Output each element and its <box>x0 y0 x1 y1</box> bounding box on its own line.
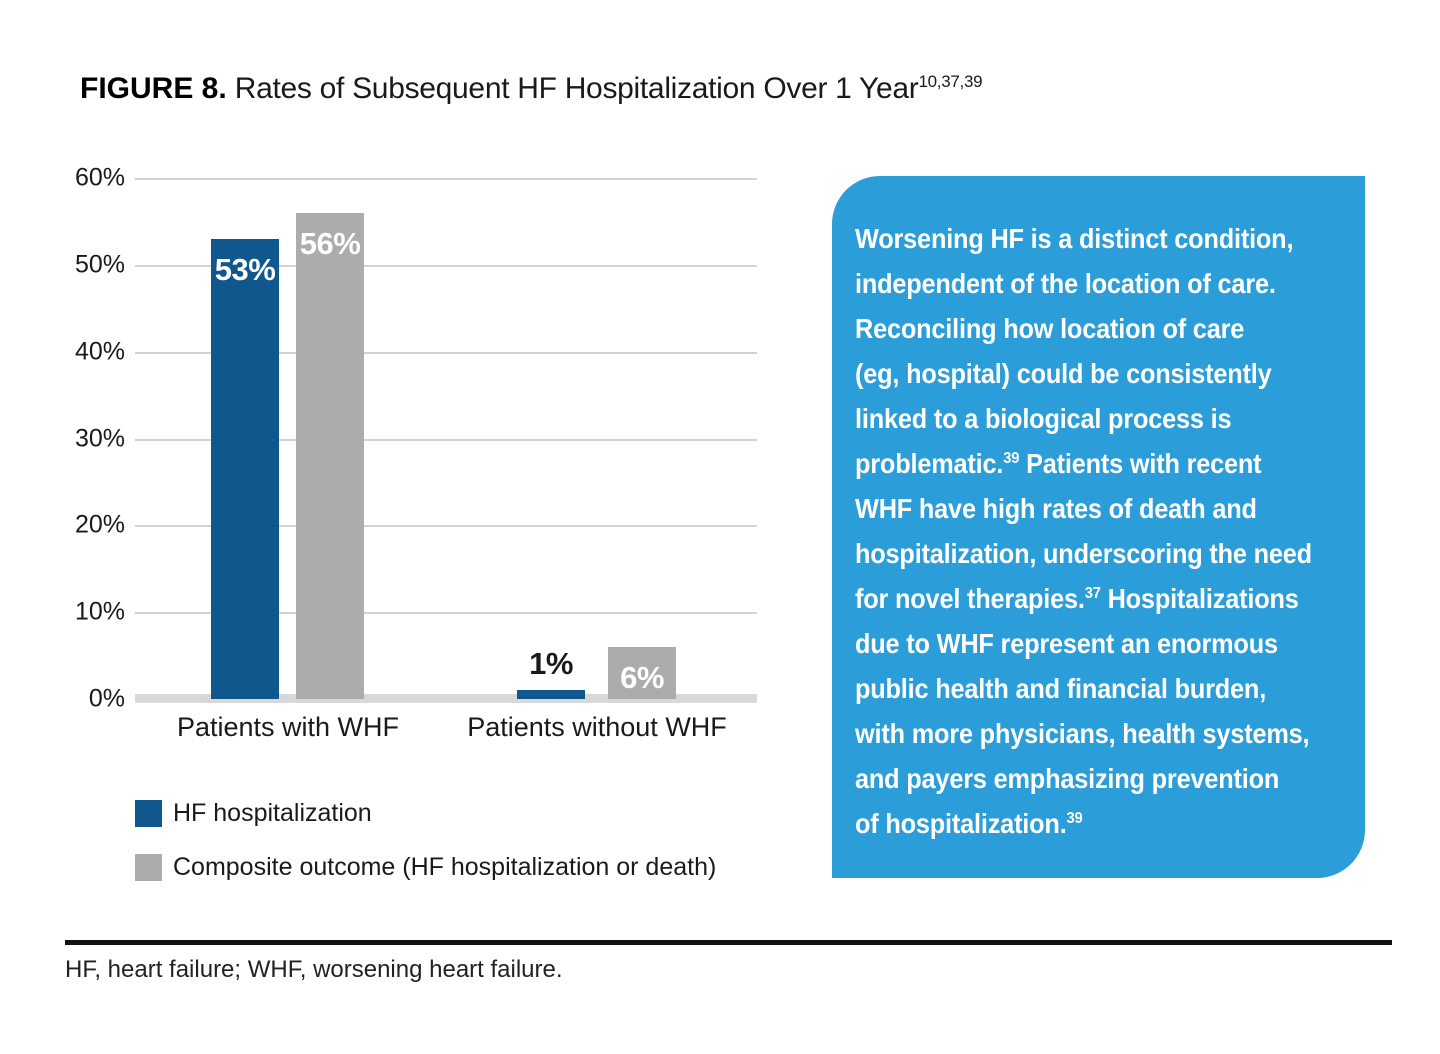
callout-line: WHF have high rates of death and <box>855 493 1257 524</box>
callout-box: Worsening HF is a distinct condition, ind… <box>832 176 1365 878</box>
legend-swatch <box>135 854 162 881</box>
category-label: Patients with WHF <box>176 712 400 742</box>
y-axis-tick-label: 0% <box>88 684 125 713</box>
gridline <box>135 438 757 441</box>
callout-line: independent of the location of care. <box>855 268 1276 299</box>
legend-item: HF hospitalization <box>135 799 372 828</box>
callout-line: public health and financial burden, <box>855 673 1267 704</box>
callout-line: (eg, hospital) could be consistently <box>855 358 1272 389</box>
footnote-divider <box>65 940 1392 945</box>
callout-line: and payers emphasizing prevention <box>855 763 1280 794</box>
bar-value-label: 53% <box>214 251 276 287</box>
y-axis-tick-label: 60% <box>74 163 125 192</box>
legend-swatch <box>135 800 162 827</box>
callout-reference-superscript: 39 <box>1003 449 1020 467</box>
gridline <box>135 264 757 267</box>
legend-item: Composite outcome (HF hospitalization or… <box>135 853 716 882</box>
callout-reference-superscript: 39 <box>1066 809 1083 827</box>
callout-line: with more physicians, health systems, <box>855 718 1310 749</box>
gridline <box>135 178 757 180</box>
bar <box>517 690 585 699</box>
gridline <box>135 351 757 354</box>
bar <box>608 646 676 699</box>
legend-label: Composite outcome (HF hospitalization or… <box>173 853 717 881</box>
legend-label: HF hospitalization <box>173 799 372 827</box>
y-axis-tick-label: 40% <box>74 337 125 366</box>
y-axis-tick-label: 50% <box>74 250 125 279</box>
y-axis-tick-label: 20% <box>74 510 125 539</box>
callout-line: of hospitalization.39 <box>855 808 1083 839</box>
y-axis-tick-label: 30% <box>74 424 125 452</box>
figure-title: FIGURE 8. Rates of Subsequent HF Hospita… <box>80 72 983 106</box>
callout-line: Reconciling how location of care <box>855 313 1245 344</box>
bar-value-label: 1% <box>529 646 573 682</box>
bar <box>296 212 364 699</box>
gridline <box>135 525 757 528</box>
callout-line: for novel therapies.37 Hospitalizations <box>855 583 1299 614</box>
callout-line: due to WHF represent an enormous <box>855 628 1278 659</box>
bar-value-label: 56% <box>299 225 361 261</box>
x-axis-baseline <box>135 694 757 703</box>
callout-reference-superscript: 37 <box>1084 584 1101 602</box>
y-axis-tick-label: 10% <box>74 597 125 626</box>
callout-line: problematic.39 Patients with recent <box>855 448 1262 479</box>
gridline <box>135 612 757 615</box>
figure-title-references: 10,37,39 <box>918 72 983 91</box>
bar <box>211 238 279 699</box>
bar-value-label: 6% <box>620 659 664 695</box>
figure-number-label: FIGURE 8. <box>80 72 227 105</box>
callout-text: Worsening HF is a distinct condition, ind… <box>855 216 1312 846</box>
figure-title-text: Rates of Subsequent HF Hospitalization O… <box>226 72 919 105</box>
callout-line: hospitalization, underscoring the need <box>855 538 1312 569</box>
category-label: Patients without WHF <box>467 712 727 742</box>
callout-line: linked to a biological process is <box>855 403 1232 434</box>
callout-line: Worsening HF is a distinct condition, <box>855 223 1294 254</box>
footnote-text: HF, heart failure; WHF, worsening heart … <box>65 956 563 983</box>
bar-chart-plot-area: 60% 50% 40% 30% 20% 10% 0% 53% 1% 56% 6% <box>75 164 757 713</box>
